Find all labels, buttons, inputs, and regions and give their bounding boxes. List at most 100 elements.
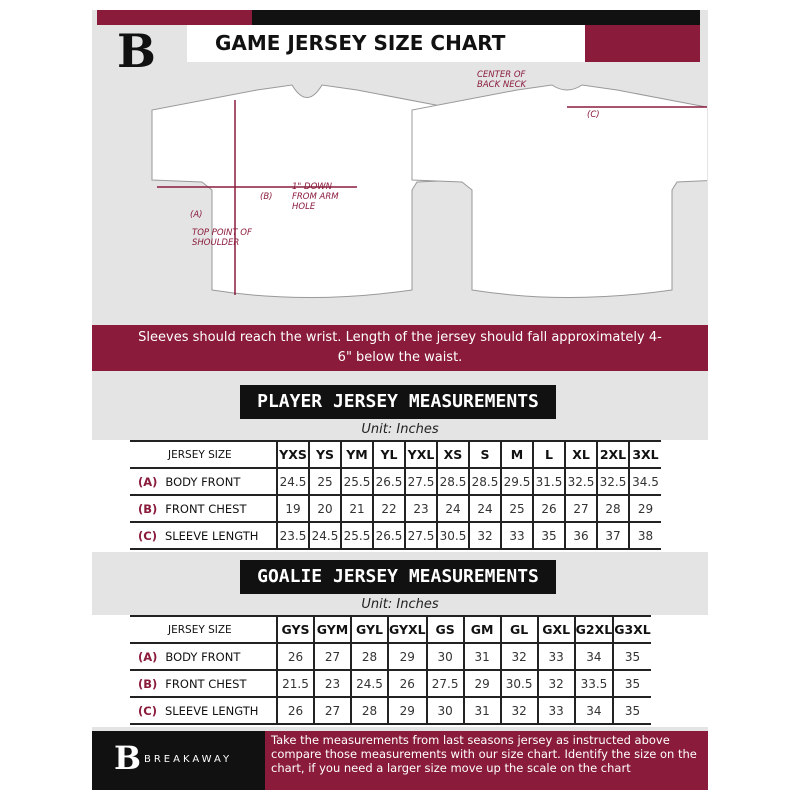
cell-value: 33.5 [573,670,614,698]
note-c: CENTER OF BACK NECK [477,70,527,90]
table-row: (B) FRONT CHEST 19 20 21 22 23 24 24 25 26 27 28 29 [130,495,661,523]
row-code: (A) [138,474,158,489]
cell-value: 25.5 [340,522,373,550]
cell-value: 36 [564,522,597,550]
footer-logo: B [114,739,142,777]
cell-value: 27 [564,495,597,523]
row-name: BODY FRONT [165,649,241,664]
cell-value: 30 [425,697,464,725]
size-header: XL [564,440,597,469]
goalie-table-bg: JERSEY SIZE GYS GYM GYL GYXL GS GM GL GXL G2XL G3X… [92,615,708,727]
cell-value: 29 [462,670,501,698]
goalie-header: GOALIE JERSEY MEASUREMENTS [240,560,556,594]
row-name: SLEEVE LENGTH [164,703,259,718]
footer-instructions: Take the measurements from last seasons … [265,731,708,790]
cell-value: 27.5 [404,522,437,550]
size-header-row: JERSEY SIZE GYS GYM GYL GYXL GS GM GL GXL G2XL G3X… [130,615,651,644]
cell-value: 35 [612,697,651,725]
player-table-bg: JERSEY SIZE YXS YS YM YL YXL XS S M L XL 2XL 3XL (A) B… [92,440,708,552]
size-header: GXL [536,615,575,644]
size-chart-page: B GAME JERSEY SIZE CHART (A) TOP POINT O… [92,10,708,790]
row-name: BODY FRONT [165,474,241,489]
cell-value: 24 [436,495,469,523]
cell-value: 31 [462,643,501,671]
row-name: FRONT CHEST [165,676,247,691]
cell-value: 26.5 [372,522,405,550]
cell-value: 23 [313,670,351,698]
cell-value: 19 [276,495,309,523]
cell-value: 20 [308,495,341,523]
table-row: (C) SLEEVE LENGTH 23.5 24.5 25.5 26.5 27.5 30.5… [130,522,661,550]
label-a: (A) [190,210,203,220]
row-code: (C) [138,528,157,543]
cell-value: 31.5 [532,468,565,496]
size-label: JERSEY SIZE [130,615,277,644]
note-b: 1" DOWN FROM ARM HOLE [292,182,339,212]
cell-value: 35 [612,643,651,671]
cell-value: 35 [532,522,565,550]
size-header: YS [308,440,341,469]
footer-brand: B BREAKAWAY [92,731,265,790]
row-label: (B) FRONT CHEST [130,495,277,523]
row-label: (C) SLEEVE LENGTH [130,522,277,550]
size-header: 2XL [596,440,629,469]
goalie-unit: Unit: Inches [361,597,439,612]
size-header: 3XL [628,440,661,469]
cell-value: 38 [628,522,661,550]
cell-value: 26 [276,697,314,725]
row-label: (A) BODY FRONT [130,468,277,496]
size-header: L [532,440,565,469]
cell-value: 29 [387,643,427,671]
cell-value: 28.5 [436,468,469,496]
size-header: G3XL [612,615,651,644]
size-header: YM [340,440,373,469]
table-row: (A) BODY FRONT 24.5 25 25.5 26.5 27.5 28.5 28.5 2… [130,468,661,496]
cell-value: 32.5 [596,468,629,496]
player-header: PLAYER JERSEY MEASUREMENTS [240,385,556,419]
cell-value: 33 [500,522,533,550]
row-label: (B) FRONT CHEST [130,670,277,698]
cell-value: 35 [612,670,651,698]
cell-value: 24 [468,495,501,523]
size-header: YL [372,440,405,469]
note-a: TOP POINT OF SHOULDER [192,228,252,248]
cell-value: 37 [596,522,629,550]
size-label: JERSEY SIZE [130,440,277,469]
top-bar-maroon [97,10,252,25]
cell-value: 32 [499,643,538,671]
cell-value: 28.5 [468,468,501,496]
row-name: FRONT CHEST [165,501,247,516]
cell-value: 29 [628,495,661,523]
cell-value: 34 [573,643,614,671]
cell-value: 33 [536,643,575,671]
cell-value: 23 [404,495,437,523]
size-header: S [468,440,501,469]
cell-value: 25 [308,468,341,496]
row-name: SLEEVE LENGTH [164,528,259,543]
cell-value: 21 [340,495,373,523]
cell-value: 32 [499,697,538,725]
goalie-table: JERSEY SIZE GYS GYM GYL GYXL GS GM GL GXL G2XL G3X… [130,615,651,725]
row-code: (B) [138,676,158,691]
size-header: GL [499,615,538,644]
row-label: (A) BODY FRONT [130,643,277,671]
cell-value: 33 [536,697,575,725]
cell-value: 24.5 [276,468,309,496]
title-accent [585,25,700,62]
cell-value: 30.5 [436,522,469,550]
size-header: YXL [404,440,437,469]
cell-value: 26.5 [372,468,405,496]
jersey-diagram [151,84,707,298]
size-header: G2XL [573,615,614,644]
size-header: GYL [350,615,388,644]
cell-value: 24.5 [350,670,388,698]
cell-value: 32.5 [564,468,597,496]
size-header: YXS [276,440,309,469]
size-header: M [500,440,533,469]
cell-value: 28 [350,697,388,725]
size-header: XS [436,440,469,469]
row-code: (B) [138,501,158,516]
cell-value: 23.5 [276,522,309,550]
size-header: GS [425,615,464,644]
cell-value: 22 [372,495,405,523]
